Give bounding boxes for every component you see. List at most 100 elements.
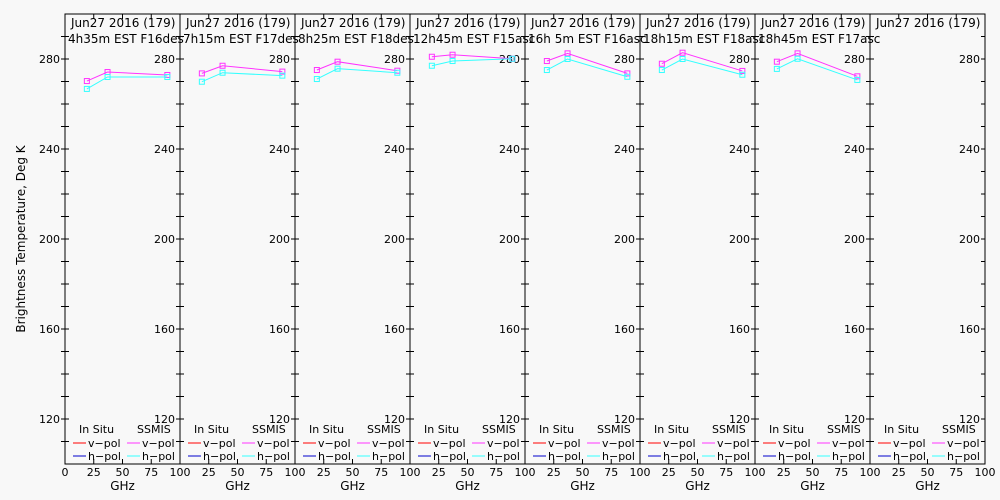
y-tick-label: 280 [154,53,175,66]
x-tick-label: 100 [400,466,421,479]
x-tick-label: 75 [489,466,503,479]
data-point [164,74,171,80]
legend-label: v−pol [663,437,696,450]
x-tick-label: 50 [461,466,475,479]
panel-time: 16h 5m EST F16asc [528,32,647,46]
x-axis-label: GHz [110,479,135,493]
y-tick-label: 200 [269,233,290,246]
data-point [658,60,665,67]
panel-time: 7h15m EST F17des [183,32,299,46]
data-point [679,49,686,56]
series-line [431,58,513,67]
y-tick-label: 160 [269,323,290,336]
series-line [201,72,283,83]
y-axis-label: Brightness Temperature, Deg K [14,144,28,332]
data-point [624,70,631,77]
x-axis-label: GHz [800,479,825,493]
legend-label: h−pol [142,450,175,463]
series-line [546,58,628,78]
y-tick-label: 280 [384,53,405,66]
x-tick-label: 25 [662,466,676,479]
legend-label: v−pol [832,437,865,450]
data-point [854,76,861,83]
y-tick-label: 160 [729,323,750,336]
y-tick-label: 200 [154,233,175,246]
legend-label: v−pol [778,437,811,450]
y-tick-label: 120 [154,413,175,426]
legend-title-in-situ: In Situ [654,423,689,436]
series-line [776,52,858,77]
legend-label: v−pol [893,437,926,450]
panel-time: 18h15m EST F18asc [643,32,765,46]
data-point [219,62,226,69]
data-point [794,55,801,62]
data-point [564,56,571,62]
legend-label: v−pol [142,437,175,450]
x-tick-label: 75 [259,466,273,479]
y-tick-label: 200 [384,233,405,246]
legend-label: v−pol [487,437,520,450]
data-point [104,74,111,80]
legend-title-ssmis: SSMIS [137,423,171,436]
data-point [543,67,550,74]
x-tick-label: 75 [834,466,848,479]
legend-title-ssmis: SSMIS [597,423,631,436]
y-tick-label: 120 [39,413,60,426]
legend-title-ssmis: SSMIS [827,423,861,436]
data-point [739,67,746,74]
y-tick-label: 280 [39,53,60,66]
y-tick-label: 160 [844,323,865,336]
panel-date: Jun27 2016 (179) [300,16,405,30]
series-line [316,68,398,80]
legend-title-in-situ: In Situ [194,423,229,436]
series-line [661,52,743,72]
data-point [313,76,320,83]
x-tick-label: 25 [87,466,101,479]
data-point [428,53,435,60]
panel-time: 8h25m EST F18des [298,32,414,46]
x-tick-label: 75 [144,466,158,479]
y-tick-label: 200 [499,233,520,246]
data-point [449,58,456,65]
x-tick-label: 50 [576,466,590,479]
y-tick-label: 160 [614,323,635,336]
data-point [394,69,401,76]
legend-title-ssmis: SSMIS [482,423,516,436]
series-line [661,58,743,76]
y-tick-label: 120 [729,413,750,426]
x-axis-label: GHz [915,479,940,493]
x-tick-label: 50 [116,466,130,479]
panel-date: Jun27 2016 (179) [645,16,750,30]
legend-label: v−pol [88,437,121,450]
y-tick-label: 280 [269,53,290,66]
data-point [679,56,686,62]
legend-label: h−pol [257,450,290,463]
y-tick-label: 200 [39,233,60,246]
legend-label: h−pol [832,450,865,463]
x-tick-label: 100 [630,466,651,479]
y-tick-label: 160 [499,323,520,336]
series-line [316,61,398,72]
data-point [854,73,861,80]
x-tick-label: 50 [346,466,360,479]
legend-label: h−pol [717,450,750,463]
y-tick-label: 160 [959,323,980,336]
data-point [279,68,286,75]
legend-label: v−pol [318,437,351,450]
legend-title-in-situ: In Situ [424,423,459,436]
y-tick-label: 200 [844,233,865,246]
x-tick-label: 50 [806,466,820,479]
series-line [86,76,168,90]
y-tick-label: 120 [499,413,520,426]
x-tick-label: 100 [170,466,191,479]
x-tick-label: 0 [62,466,69,479]
data-point [773,58,780,65]
legend-label: h−pol [433,450,466,463]
x-axis-label: GHz [340,479,365,493]
y-tick-label: 160 [384,323,405,336]
legend-label: v−pol [257,437,290,450]
y-tick-label: 120 [614,413,635,426]
x-tick-label: 100 [745,466,766,479]
data-point [564,50,571,57]
